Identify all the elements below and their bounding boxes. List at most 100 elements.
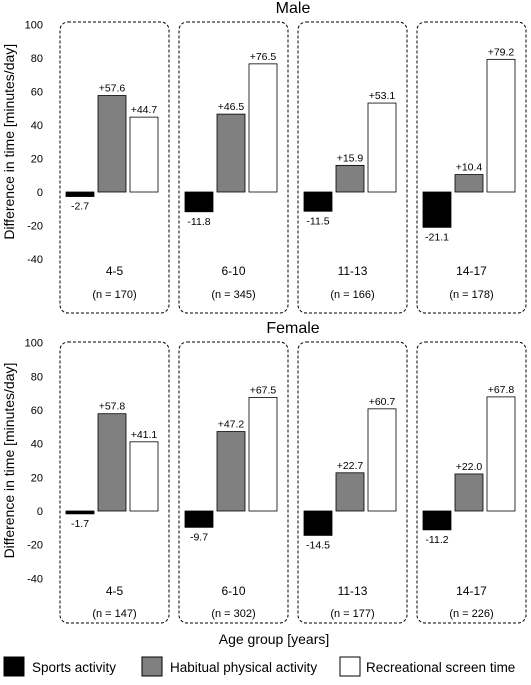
bar-habitual-physical-activity: [97, 413, 127, 512]
bar-sports-activity: [184, 510, 214, 528]
y-tick-label: 40: [31, 439, 43, 451]
y-tick-label: 80: [31, 371, 43, 383]
group-frame: [178, 21, 289, 314]
bar-recreational-screen-time: [129, 441, 159, 512]
x-category-label: 6-10: [221, 584, 245, 598]
bar-recreational-screen-time: [367, 102, 397, 193]
bar-habitual-physical-activity: [454, 174, 484, 193]
y-tick-label: -20: [27, 221, 43, 233]
group-frame: [178, 341, 289, 624]
bar-habitual-physical-activity: [216, 113, 246, 193]
bar-sports-activity: [303, 191, 333, 212]
x-category-label: 4-5: [106, 584, 124, 598]
data-label: +60.7: [369, 396, 396, 408]
data-label: +22.7: [337, 460, 364, 472]
y-tick-label: 0: [37, 187, 43, 199]
bar-habitual-physical-activity: [97, 95, 127, 193]
bar-sports-activity: [65, 191, 95, 197]
data-label: +10.4: [456, 162, 483, 174]
bar-sports-activity: [65, 510, 95, 515]
sample-size-label: (n = 177): [330, 608, 374, 620]
y-tick-label: -40: [27, 254, 43, 266]
y-tick-label: 100: [25, 20, 43, 32]
data-label: +67.8: [488, 384, 515, 396]
x-category-label: 11-13: [338, 264, 368, 278]
y-tick-label: 0: [37, 506, 43, 518]
legend-label-screen: Recreational screen time: [366, 660, 515, 675]
sample-size-label: (n = 170): [92, 289, 136, 301]
bar-recreational-screen-time: [248, 396, 278, 512]
x-category-label: 4-5: [106, 264, 124, 278]
group-frame: [416, 341, 527, 624]
x-category-label: 14-17: [456, 264, 487, 278]
bar-sports-activity: [422, 510, 452, 531]
bar-recreational-screen-time: [486, 58, 516, 193]
data-label: -11.5: [306, 215, 329, 227]
data-label: +79.2: [488, 46, 515, 58]
y-tick-label: 20: [31, 472, 43, 484]
data-label: +76.5: [250, 51, 277, 63]
x-category-label: 11-13: [338, 584, 368, 598]
bar-recreational-screen-time: [486, 396, 516, 512]
bar-habitual-physical-activity: [335, 472, 365, 512]
data-label: -2.7: [71, 201, 89, 213]
data-label: +47.2: [218, 419, 245, 431]
bar-habitual-physical-activity: [454, 473, 484, 512]
bar-recreational-screen-time: [129, 116, 159, 193]
legend-label-sports: Sports activity: [32, 660, 116, 675]
bar-sports-activity: [303, 510, 333, 536]
sample-size-label: (n = 302): [211, 608, 255, 620]
bar-sports-activity: [184, 191, 214, 213]
y-tick-label: 80: [31, 53, 43, 65]
group-frame: [297, 341, 408, 624]
panel-title: Female: [266, 320, 319, 337]
legend-swatch-habitual: [141, 656, 163, 677]
data-label: +53.1: [369, 90, 396, 102]
y-tick-label: 40: [31, 120, 43, 132]
sample-size-label: (n = 226): [449, 608, 493, 620]
y-axis-title: Difference in time [minutes/day]: [1, 363, 17, 559]
y-tick-label: -20: [27, 540, 43, 552]
data-label: +22.0: [456, 461, 483, 473]
group-frame: [297, 21, 408, 314]
data-label: +44.7: [131, 104, 158, 116]
sample-size-label: (n = 166): [330, 289, 374, 301]
x-category-label: 6-10: [221, 264, 245, 278]
data-label: +67.5: [250, 384, 277, 396]
y-tick-label: -40: [27, 573, 43, 585]
data-label: -9.7: [190, 531, 208, 543]
legend-swatch-sports: [3, 656, 25, 677]
bar-recreational-screen-time: [248, 63, 278, 193]
y-tick-label: 60: [31, 87, 43, 99]
data-label: -11.2: [425, 534, 448, 546]
bar-habitual-physical-activity: [216, 431, 246, 512]
legend: Sports activity Habitual physical activi…: [3, 656, 515, 677]
x-axis-title: Age group [years]: [219, 631, 330, 647]
sample-size-label: (n = 178): [449, 289, 493, 301]
panel-male: Male Difference in time [minutes/day] -40 -…: [1, 0, 527, 314]
y-tick-label: 20: [31, 154, 43, 166]
data-label: +15.9: [337, 152, 364, 164]
sample-size-label: (n = 345): [211, 289, 255, 301]
legend-label-habitual: Habitual physical activity: [170, 660, 317, 675]
data-label: -11.8: [187, 216, 210, 228]
bar-recreational-screen-time: [367, 408, 397, 512]
data-label: +41.1: [131, 429, 158, 441]
panel-female: Female Difference in time [minutes/day] -4…: [1, 320, 527, 624]
x-category-label: 14-17: [456, 584, 487, 598]
data-label: -14.5: [306, 539, 330, 551]
data-label: +57.8: [99, 401, 126, 413]
data-label: -1.7: [71, 518, 89, 530]
group-frame: [416, 21, 527, 314]
group-frame: [59, 21, 170, 314]
bar-sports-activity: [422, 191, 452, 228]
group-frame: [59, 341, 170, 624]
sample-size-label: (n = 147): [92, 608, 136, 620]
data-label: +46.5: [218, 101, 245, 113]
data-label: -21.1: [425, 231, 449, 243]
y-tick-label: 60: [31, 405, 43, 417]
panel-title: Male: [276, 0, 311, 17]
bar-habitual-physical-activity: [335, 164, 365, 193]
legend-swatch-screen: [339, 656, 361, 677]
